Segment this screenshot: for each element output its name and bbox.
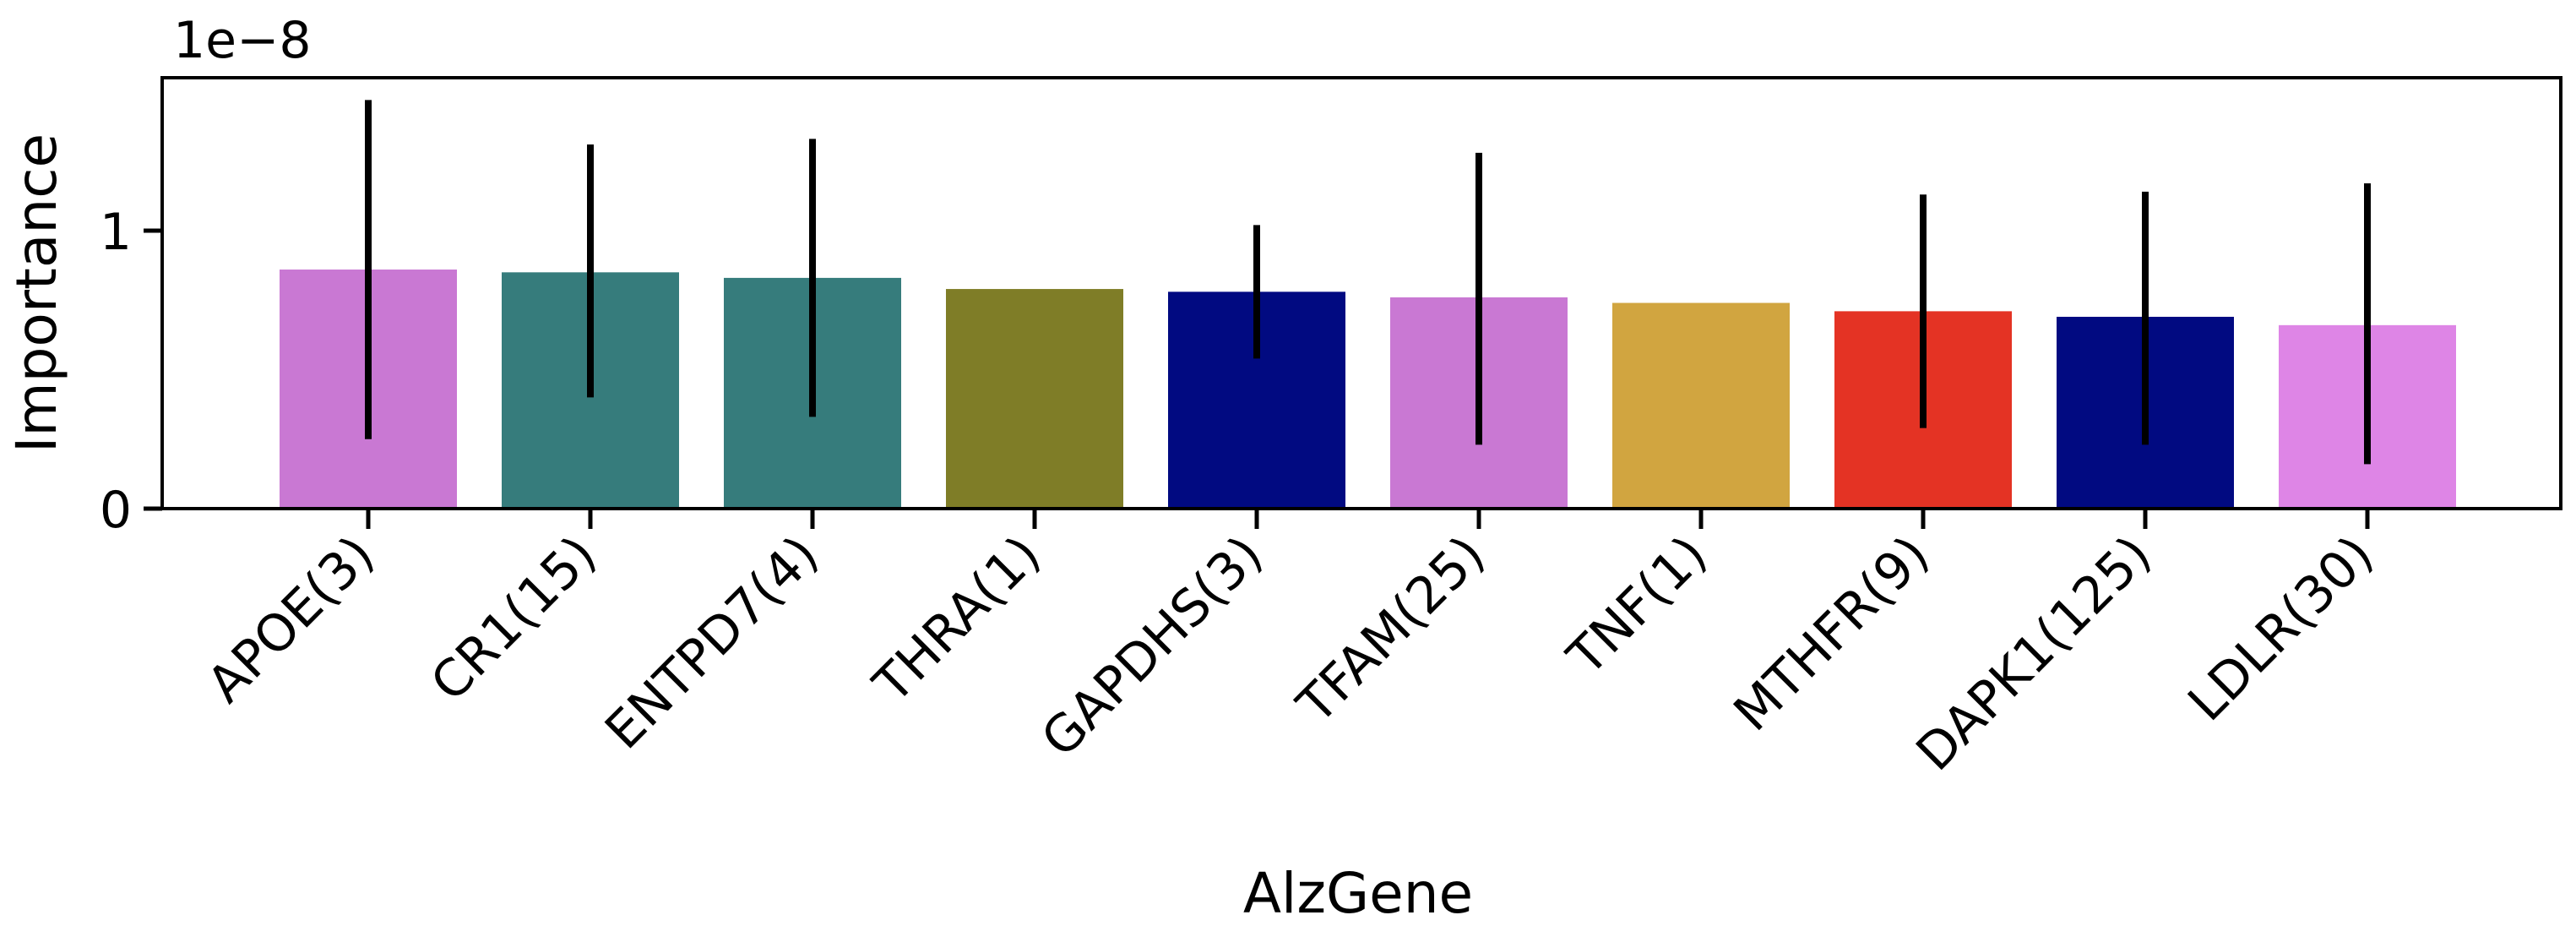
- error-bars-layer: [365, 100, 2371, 465]
- y-ticks-layer: 01: [100, 203, 162, 540]
- y-tick-label: 1: [100, 203, 132, 262]
- x-tick-label: CR1(15): [420, 525, 608, 713]
- x-tick-label: MTHFR(9): [1723, 525, 1941, 743]
- bar: [946, 289, 1123, 509]
- y-axis-offset-text: 1e−8: [173, 11, 312, 70]
- y-axis-label: Importance: [4, 133, 69, 453]
- x-tick-label: LDLR(30): [2177, 525, 2385, 733]
- y-tick-label: 0: [100, 481, 132, 540]
- x-tick-label: APOE(3): [196, 525, 385, 714]
- x-tick-label: ENTPD7(4): [594, 525, 829, 760]
- x-tick-label: TNF(1): [1556, 525, 1718, 687]
- x-ticks-layer: APOE(3) CR1(15)ENTPD7(4) THRA(1)GAPDHS(3) T…: [196, 509, 2385, 782]
- x-tick-label: GAPDHS(3): [1030, 525, 1274, 769]
- x-tick-label: TFAM(25): [1285, 525, 1496, 735]
- bars-layer: [280, 270, 2456, 509]
- x-tick-label: THRA(1): [862, 525, 1052, 715]
- bar: [1612, 302, 1790, 509]
- plot-frame: [160, 76, 2562, 510]
- x-axis-label: AlzGene: [1243, 861, 1473, 926]
- x-tick-label: DAPK1(125): [1905, 525, 2163, 782]
